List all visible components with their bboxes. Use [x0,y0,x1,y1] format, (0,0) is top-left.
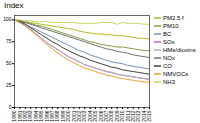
svg-text:1995: 1995 [38,110,45,122]
svg-text:2001: 2001 [70,110,77,122]
html-text:PM2.5 f: PM2.5 f [163,15,184,21]
svg-text:1993: 1993 [27,110,34,122]
svg-text:2012: 2012 [129,110,136,122]
html-text:NH3: NH3 [163,79,175,85]
svg-text:25: 25 [6,82,12,88]
svg-text:0: 0 [9,104,12,110]
svg-text:1998: 1998 [54,110,61,122]
html-text:Index: Index [4,1,24,10]
html-text:NMVOCs: NMVOCs [163,71,189,77]
svg-text:2007: 2007 [102,110,109,122]
svg-text:2002: 2002 [75,110,82,122]
svg-text:2011: 2011 [124,110,131,122]
svg-text:1992: 1992 [21,110,28,122]
svg-text:2013: 2013 [135,110,142,122]
svg-text:75: 75 [6,38,12,44]
svg-text:100: 100 [3,16,12,22]
svg-text:2015: 2015 [146,110,152,121]
svg-text:1994: 1994 [32,110,39,122]
html-text:NOx: NOx [163,55,175,61]
html-text:HMs/dioxins: HMs/dioxins [163,47,196,53]
html-text:BC: BC [163,31,172,37]
svg-text:2009: 2009 [113,110,120,122]
svg-text:1991: 1991 [16,110,23,122]
svg-text:1999: 1999 [59,110,66,122]
html-text:PM10: PM10 [163,23,179,29]
svg-text:2003: 2003 [81,110,88,122]
svg-text:1996: 1996 [43,110,50,122]
svg-text:50: 50 [6,60,12,66]
svg-text:2008: 2008 [108,110,115,122]
svg-text:2006: 2006 [97,110,104,122]
svg-text:2000: 2000 [65,110,72,122]
svg-text:1990: 1990 [11,110,18,122]
svg-text:2014: 2014 [140,110,147,122]
svg-text:2004: 2004 [86,110,93,122]
svg-text:2005: 2005 [92,110,99,122]
html-text:SOx: SOx [163,39,175,45]
html-text:CO: CO [163,63,172,69]
svg-text:1997: 1997 [48,110,55,122]
svg-text:2010: 2010 [119,110,126,122]
